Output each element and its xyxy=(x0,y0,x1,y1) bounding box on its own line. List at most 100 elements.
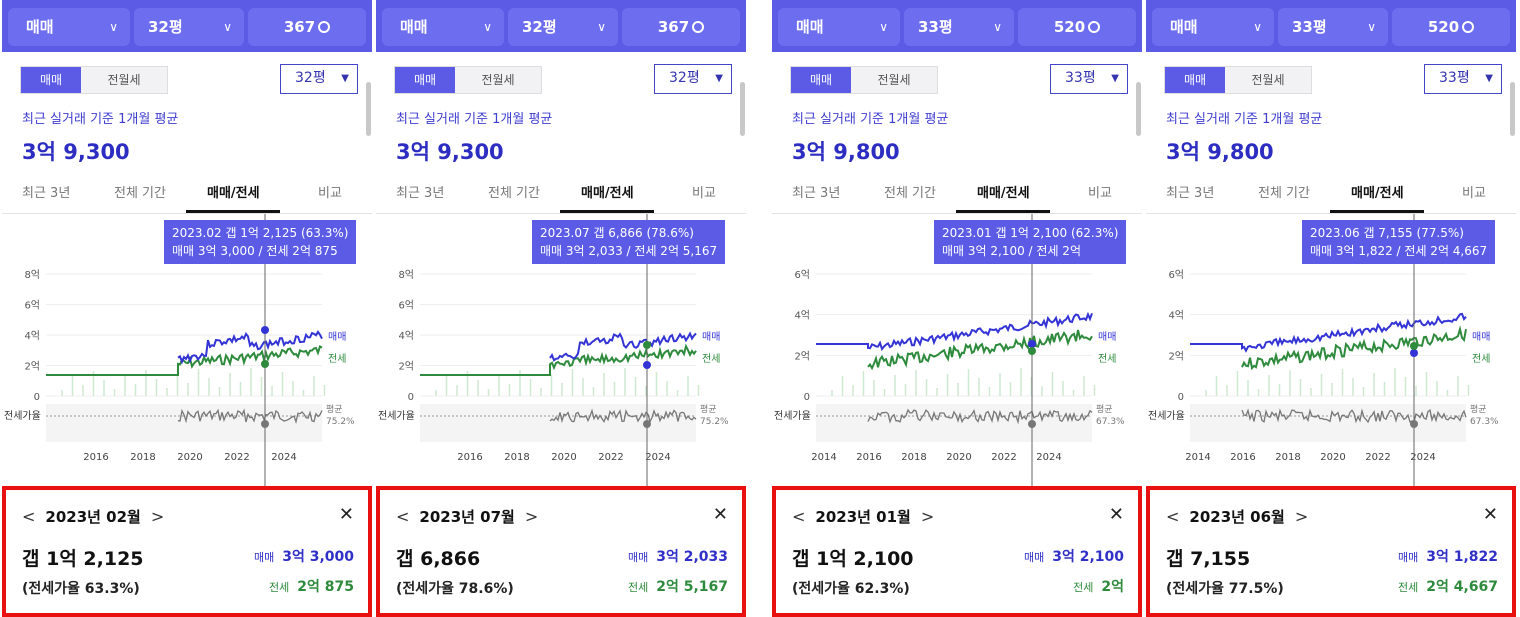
trade-type-label: 매매 xyxy=(796,18,824,36)
toggle-rent[interactable]: 전월세 xyxy=(481,73,515,87)
chevron-left-icon[interactable]: < xyxy=(22,507,36,526)
toggle-sale[interactable]: 매매 xyxy=(21,67,81,93)
chevron-down-icon: ∨ xyxy=(993,20,1002,34)
x-tick-label: 2022 xyxy=(1365,452,1390,463)
toggle-sale[interactable]: 매매 xyxy=(395,67,455,93)
tab-recent-3y[interactable]: 최근 3년 xyxy=(792,186,841,201)
size-select[interactable]: 32평 ▼ xyxy=(280,64,358,94)
tooltip-line-gap: 2023.02 갭 1억 2,125 (63.3%) xyxy=(172,226,349,240)
rent-ratio-line xyxy=(867,408,1093,425)
chevron-right-icon[interactable]: > xyxy=(524,507,539,526)
trade-toggle: 매매 전월세 xyxy=(1164,66,1312,94)
size-dropdown[interactable]: 32평 ∨ xyxy=(508,8,618,46)
price-chart[interactable]: 6억 4억 2억 0 전세가율 평균 67.3% 2014 2016 2018 2020 2022 20… xyxy=(1146,214,1516,486)
ratio-label: 전세가율 xyxy=(774,410,811,422)
size-select-value: 33평 xyxy=(1065,70,1096,86)
ratio-marker xyxy=(261,420,269,428)
tab-compare[interactable]: 비교 xyxy=(1462,186,1486,201)
tab-recent-3y[interactable]: 최근 3년 xyxy=(396,186,445,201)
size-dropdown[interactable]: 32평 ∨ xyxy=(134,8,244,46)
tab-all-period[interactable]: 전체 기간 xyxy=(884,186,936,201)
tab-all-period[interactable]: 전체 기간 xyxy=(1258,186,1310,201)
chevron-right-icon[interactable]: > xyxy=(150,507,165,526)
trade-toggle: 매매 전월세 xyxy=(790,66,938,94)
toggle-rent[interactable]: 전월세 xyxy=(107,73,141,87)
listing-count: 520 xyxy=(1053,18,1086,36)
scrollbar[interactable] xyxy=(366,82,371,136)
tab-sale-rent[interactable]: 매매/전세 xyxy=(977,186,1030,201)
close-icon[interactable]: ✕ xyxy=(712,504,728,525)
size-select[interactable]: 33평 ▼ xyxy=(1424,64,1502,94)
search-icon xyxy=(318,21,331,33)
y-tick-label: 6억 xyxy=(794,269,810,281)
chevron-left-icon[interactable]: < xyxy=(396,507,410,526)
tab-compare[interactable]: 비교 xyxy=(318,186,342,201)
chevron-left-icon[interactable]: < xyxy=(792,507,806,526)
tab-sale-rent[interactable]: 매매/전세 xyxy=(207,186,260,201)
toggle-rent[interactable]: 전월세 xyxy=(877,73,911,87)
rent-price-key: 전세 xyxy=(1397,581,1419,594)
size-dropdown[interactable]: 33평 ∨ xyxy=(904,8,1014,46)
search-count-button[interactable]: 520 xyxy=(1018,8,1136,46)
y-tick-label: 6억 xyxy=(24,300,40,312)
tab-recent-3y[interactable]: 최근 3년 xyxy=(1166,186,1215,201)
trade-type-dropdown[interactable]: 매매 ∨ xyxy=(778,8,900,46)
price-chart[interactable]: 8억 6억 4억 2억 0 전세가율 평균 75.2% 2016 2018 2020 2022 2024… xyxy=(2,214,372,486)
tooltip-line-prices: 매매 3억 3,000 / 전세 2억 875 xyxy=(172,244,338,258)
selected-month-card: <2023년 01월 > ✕ 갭 1억 2,100 (전세가율 62.3%) 매매… xyxy=(772,486,1142,617)
chevron-left-icon[interactable]: < xyxy=(1166,507,1180,526)
sale-marker xyxy=(261,326,269,334)
close-icon[interactable]: ✕ xyxy=(1482,504,1498,525)
rent-price-line xyxy=(420,343,697,376)
tab-sale-rent[interactable]: 매매/전세 xyxy=(1351,186,1404,201)
chart-tooltip: 2023.07 갭 6,866 (78.6%) 매매 3억 2,033 / 전세… xyxy=(532,220,726,264)
tab-all-period[interactable]: 전체 기간 xyxy=(488,186,540,201)
rent-series-label: 전세 xyxy=(702,353,720,365)
search-count-button[interactable]: 367 xyxy=(248,8,366,46)
chevron-right-icon[interactable]: > xyxy=(1294,507,1309,526)
scrollbar[interactable] xyxy=(1510,82,1515,136)
price-chart[interactable]: 6억 4억 2억 0 전세가율 평균 67.3% 2014 2016 2018 2020 2022 20… xyxy=(772,214,1142,486)
ratio-strip xyxy=(46,404,322,442)
chevron-right-icon[interactable]: > xyxy=(920,507,935,526)
scrollbar[interactable] xyxy=(740,82,745,136)
average-price-label: 최근 실거래 기준 1개월 평균 xyxy=(792,112,949,127)
ratio-average-label: 평균 xyxy=(700,404,717,415)
close-icon[interactable]: ✕ xyxy=(1108,504,1124,525)
active-tab-indicator xyxy=(186,210,280,213)
tab-compare[interactable]: 비교 xyxy=(1088,186,1112,201)
trade-type-dropdown[interactable]: 매매 ∨ xyxy=(8,8,130,46)
rent-price-row: 전세 2억 xyxy=(1073,576,1124,596)
search-count-button[interactable]: 367 xyxy=(622,8,740,46)
scrollbar[interactable] xyxy=(1136,82,1141,136)
selected-month-card: <2023년 06월 > ✕ 갭 7,155 (전세가율 77.5%) 매매 3억 … xyxy=(1146,486,1516,617)
size-select[interactable]: 32평 ▼ xyxy=(654,64,732,94)
period-tabs: 최근 3년 전체 기간 매매/전세 비교 xyxy=(2,174,372,214)
close-icon[interactable]: ✕ xyxy=(338,504,354,525)
tooltip-line-prices: 매매 3억 2,100 / 전세 2억 xyxy=(942,244,1081,258)
apartment-price-panel: 매매 ∨ 32평 ∨ 367 매매 전월세 32평 ▼ 최근 실거래 기준 1개… xyxy=(376,0,746,617)
sale-price-value: 3억 2,100 xyxy=(1052,549,1124,565)
x-tick-label: 2014 xyxy=(1185,452,1210,463)
toggle-sale[interactable]: 매매 xyxy=(1165,67,1225,93)
gap-amount: 갭 1억 2,125 xyxy=(22,548,144,570)
tab-recent-3y[interactable]: 최근 3년 xyxy=(22,186,71,201)
size-label: 32평 xyxy=(522,18,557,36)
trade-type-dropdown[interactable]: 매매 ∨ xyxy=(382,8,504,46)
size-dropdown[interactable]: 33평 ∨ xyxy=(1278,8,1388,46)
rent-ratio: (전세가율 77.5%) xyxy=(1166,581,1284,597)
chart-tooltip: 2023.02 갭 1억 2,125 (63.3%) 매매 3억 3,000 /… xyxy=(164,220,357,264)
price-chart[interactable]: 8억 6억 4억 2억 0 전세가율 평균 75.2% 2016 2018 2020 2022 2024… xyxy=(376,214,746,486)
rent-price-value: 2억 875 xyxy=(297,579,354,595)
size-select[interactable]: 33평 ▼ xyxy=(1050,64,1128,94)
period-tabs: 최근 3년 전체 기간 매매/전세 비교 xyxy=(772,174,1142,214)
tab-all-period[interactable]: 전체 기간 xyxy=(114,186,166,201)
trade-type-dropdown[interactable]: 매매 ∨ xyxy=(1152,8,1274,46)
tab-sale-rent[interactable]: 매매/전세 xyxy=(581,186,634,201)
x-tick-label: 2020 xyxy=(177,452,202,463)
tab-compare[interactable]: 비교 xyxy=(692,186,716,201)
y-tick-label: 6억 xyxy=(1168,269,1184,281)
search-count-button[interactable]: 520 xyxy=(1392,8,1510,46)
toggle-rent[interactable]: 전월세 xyxy=(1251,73,1285,87)
toggle-sale[interactable]: 매매 xyxy=(791,67,851,93)
